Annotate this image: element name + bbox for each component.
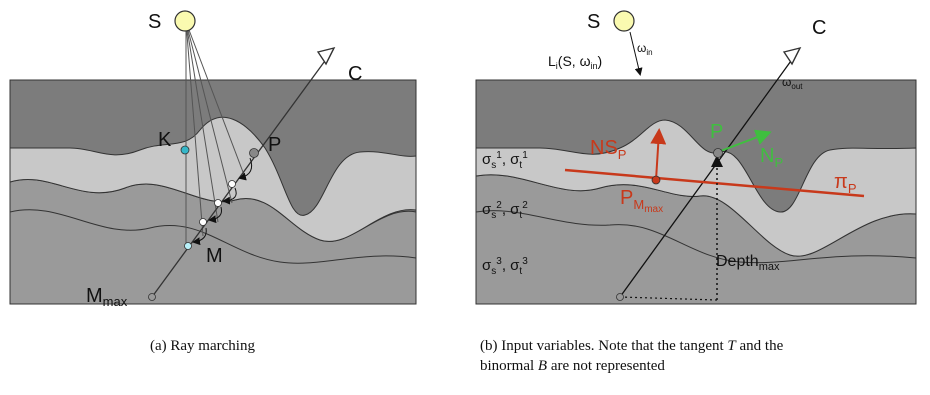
march-sample: [214, 199, 222, 207]
point-m-max-b: [616, 293, 624, 301]
label-p-b: P: [710, 121, 723, 143]
layer-top: [10, 116, 416, 242]
caption-b-line2: binormal B are not represented: [480, 358, 665, 374]
label-ns-p: NSP: [590, 137, 626, 162]
tangent-plane-line: [564, 168, 865, 198]
sun-icon-a: [174, 10, 196, 32]
label-layer-2: σs2, σt2: [482, 200, 528, 221]
n-p-arrow: [717, 129, 772, 153]
view-ray-b: [619, 53, 797, 298]
label-m: M: [206, 245, 223, 267]
label-depth-max: Depthmax: [716, 253, 780, 273]
label-s-a: S: [148, 11, 161, 33]
layer-lower-boundary-b: [476, 210, 916, 264]
sun-icon-b: [613, 10, 635, 32]
label-c-a: C: [348, 63, 362, 85]
depth-max-base: [619, 296, 718, 301]
label-incident-light: Li(S, ωin): [548, 53, 602, 71]
panel-a-frame: [9, 79, 417, 305]
caption-a: (a) Ray marching: [150, 338, 255, 354]
label-layer-3: σs3, σt3: [482, 256, 528, 277]
point-p-a: [249, 148, 259, 158]
light-rays: [185, 21, 247, 246]
point-p-b: [713, 148, 723, 158]
camera-icon-a: [316, 46, 336, 66]
label-k: K: [158, 129, 172, 151]
label-pi-p: πP: [834, 171, 856, 196]
march-sample: [199, 218, 207, 226]
label-m-max: Mmax: [86, 285, 128, 309]
scatter-arrows: [192, 157, 253, 246]
label-s-b: S: [587, 11, 600, 33]
march-sample: [228, 180, 236, 188]
label-p-a: P: [268, 134, 281, 156]
point-m-max: [148, 293, 156, 301]
panel-b-frame: [475, 79, 917, 305]
caption-b-line1: (b) Input variables. Note that the tange…: [480, 338, 784, 354]
ns-p-arrow: [650, 128, 667, 181]
label-omega-in: ωin: [637, 41, 653, 57]
layer-top-b: [476, 119, 916, 257]
label-omega-out: ωout: [782, 75, 803, 91]
camera-icon-b: [782, 46, 802, 66]
point-m: [184, 242, 192, 250]
layer-lower-boundary: [10, 209, 416, 264]
point-k: [180, 145, 190, 155]
label-c-b: C: [812, 17, 826, 39]
label-n-p: NP: [760, 145, 783, 170]
label-layer-1: σs1, σt1: [482, 150, 528, 171]
point-p-mmax: [651, 175, 661, 185]
omega-in-arrow: [629, 31, 643, 76]
label-p-mmax: PMmax: [620, 187, 663, 215]
panel-a: [10, 80, 416, 304]
